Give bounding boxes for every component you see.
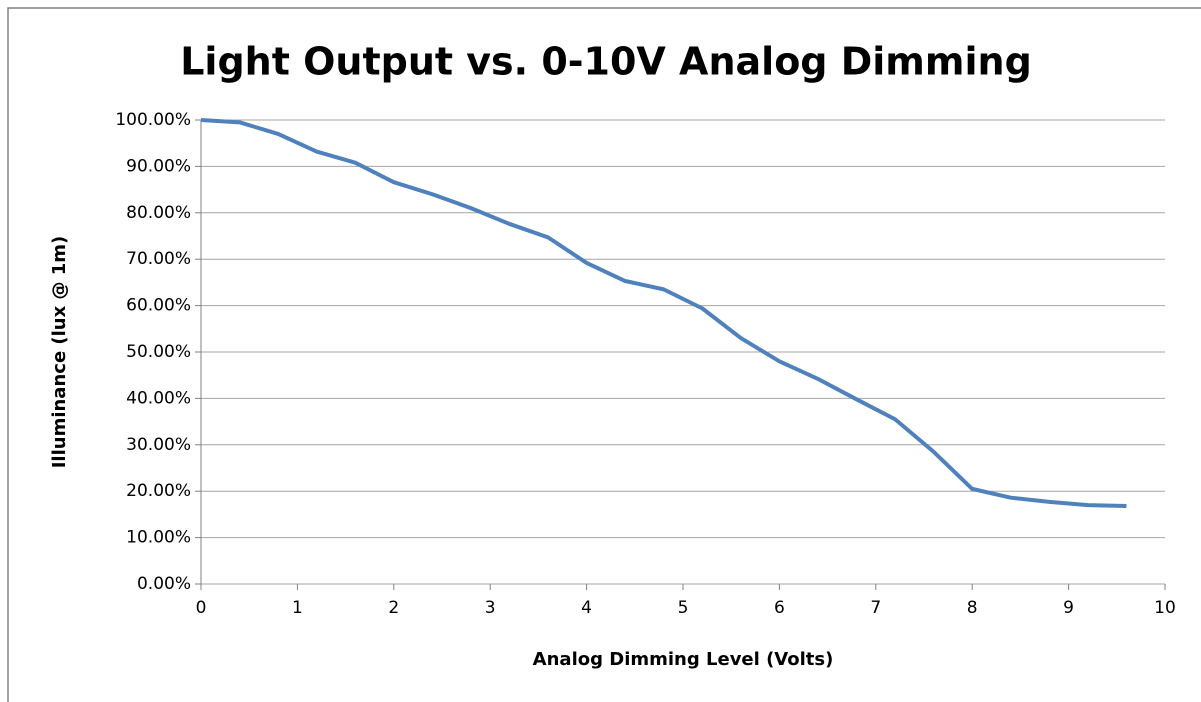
line: [200, 118, 1127, 509]
y-tick-label: 90.00%: [126, 156, 191, 176]
x-tick-label: 6: [774, 598, 785, 618]
x-tick-label: 1: [292, 598, 303, 618]
y-axis-label: Illuminance (lux @ 1m): [49, 236, 70, 469]
x-tick-label: 0: [196, 598, 207, 618]
x-tick-label: 8: [967, 598, 978, 618]
x-axis-label: Analog Dimming Level (Volts): [533, 649, 834, 670]
y-tick-label: 50.00%: [126, 342, 191, 362]
x-tick-label: 3: [485, 598, 496, 618]
x-tick-label: 4: [581, 598, 592, 618]
y-tick-label: 70.00%: [126, 249, 191, 269]
x-tick-label: 5: [678, 598, 689, 618]
y-tick-label: 100.00%: [115, 110, 191, 130]
x-tick-label: 7: [870, 598, 881, 618]
x-tick-label: 9: [1063, 598, 1074, 618]
y-tick-label: 10.00%: [126, 528, 191, 548]
x-tick-label: 10: [1154, 598, 1176, 618]
y-tick-label: 80.00%: [126, 203, 191, 223]
y-tick-label: 40.00%: [126, 388, 191, 408]
chart-title: Light Output vs. 0-10V Analog Dimming: [180, 40, 1032, 84]
y-tick-label: 30.00%: [126, 435, 191, 455]
y-tick-label: 60.00%: [126, 296, 191, 316]
y-tick-label: 0.00%: [137, 574, 191, 594]
chart-frame: [7, 7, 1201, 702]
x-tick-label: 2: [388, 598, 399, 618]
y-tick-label: 20.00%: [126, 481, 191, 501]
